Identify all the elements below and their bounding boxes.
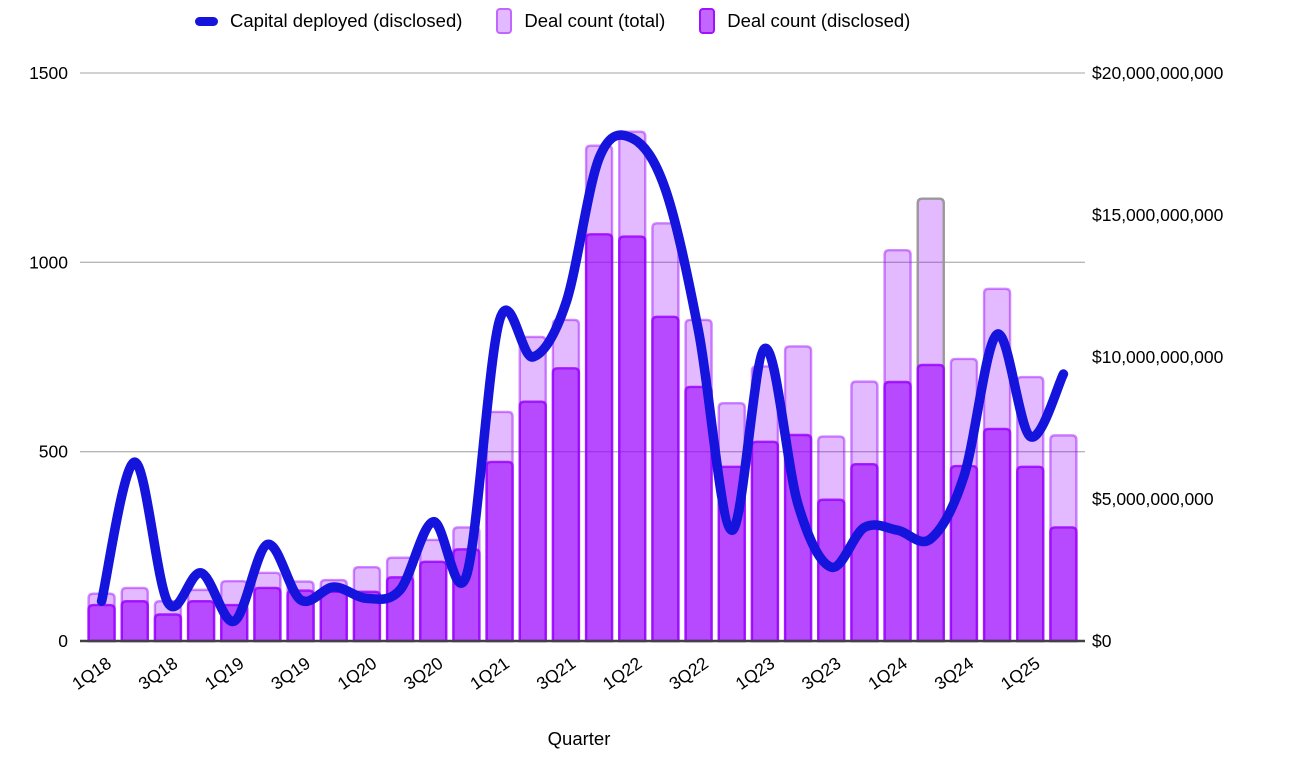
left-axis-tick-label: 0 — [58, 631, 68, 651]
x-axis-tick-label: 3Q22 — [665, 653, 712, 694]
x-axis-tick-label: 3Q19 — [267, 653, 314, 694]
disclosed-bar — [750, 440, 780, 643]
x-axis-tick-label: 1Q25 — [997, 653, 1044, 694]
right-axis-tick-label: $15,000,000,000 — [1092, 205, 1224, 225]
line-series-swatch — [195, 16, 218, 26]
x-axis-title: Quarter — [548, 728, 611, 749]
disclosed-bar — [120, 600, 149, 643]
x-axis-tick-label: 1Q19 — [201, 653, 248, 694]
left-axis-tick-label: 1000 — [29, 252, 68, 272]
x-axis-tick-label: 1Q18 — [68, 653, 115, 694]
chart-legend: Capital deployed (disclosed) Deal count … — [0, 8, 1294, 34]
x-axis-tick-label: 3Q18 — [135, 653, 182, 694]
disclosed-bar — [551, 367, 581, 643]
disclosed-bar — [1049, 526, 1078, 643]
x-axis-tick-label: 3Q23 — [798, 653, 845, 694]
x-axis-tick-label: 3Q20 — [400, 653, 447, 694]
legend-label-capital-deployed: Capital deployed (disclosed) — [230, 10, 463, 31]
x-axis-tick-label: 3Q21 — [533, 653, 580, 694]
x-axis-tick-label: 1Q24 — [864, 653, 911, 694]
disclosed-bar — [916, 363, 945, 643]
disclosed-bar — [982, 427, 1012, 643]
right-axis-tick-label: $0 — [1092, 631, 1112, 651]
legend-label-deal-count-total: Deal count (total) — [524, 10, 666, 31]
disclosed-bar — [883, 380, 912, 643]
capital-deployed-line — [96, 130, 1069, 626]
disclosed-bar — [186, 600, 216, 643]
disclosed-bar — [850, 462, 879, 643]
legend-item-capital-deployed: Capital deployed (disclosed) — [195, 10, 462, 32]
disclosed-bar — [618, 235, 647, 643]
disclosed-bar — [651, 315, 680, 643]
disclosed-bar — [485, 460, 514, 643]
x-axis-tick-label: 1Q20 — [334, 653, 381, 694]
x-axis-tick-label: 1Q21 — [466, 653, 513, 694]
left-axis-tick-label: 500 — [39, 442, 68, 462]
disclosed-bar — [518, 400, 547, 643]
right-axis-tick-label: $5,000,000,000 — [1092, 489, 1214, 509]
x-axis-tick-label: 1Q22 — [599, 653, 646, 694]
disclosed-bar — [949, 464, 979, 643]
legend-label-deal-count-disclosed: Deal count (disclosed) — [727, 10, 911, 31]
disclosed-bar — [419, 560, 448, 643]
disclosed-bar — [87, 603, 116, 643]
x-axis-tick-label: 3Q24 — [931, 653, 978, 694]
disclosed-bar-swatch — [699, 8, 716, 34]
disclosed-bar — [253, 586, 282, 643]
x-axis-tick-label: 1Q23 — [732, 653, 779, 694]
legend-item-deal-count-disclosed: Deal count (disclosed) — [699, 8, 910, 34]
disclosed-bar — [584, 233, 614, 643]
disclosed-bar — [319, 590, 348, 643]
legend-item-deal-count-total: Deal count (total) — [496, 8, 665, 34]
total-bar-swatch — [496, 8, 513, 34]
disclosed-bar — [153, 613, 183, 643]
left-axis-tick-label: 1500 — [29, 63, 68, 83]
right-axis-tick-label: $20,000,000,000 — [1092, 63, 1224, 83]
right-axis-tick-label: $10,000,000,000 — [1092, 347, 1224, 367]
disclosed-bar — [1016, 465, 1045, 643]
